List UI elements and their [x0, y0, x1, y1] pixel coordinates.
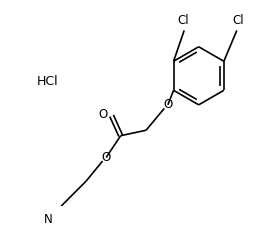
Text: O: O [99, 108, 108, 121]
Text: HCl: HCl [36, 75, 58, 88]
Text: Cl: Cl [178, 14, 189, 27]
Text: N: N [44, 213, 52, 225]
Text: O: O [163, 98, 172, 111]
Text: Cl: Cl [232, 14, 244, 27]
Text: O: O [102, 151, 111, 164]
